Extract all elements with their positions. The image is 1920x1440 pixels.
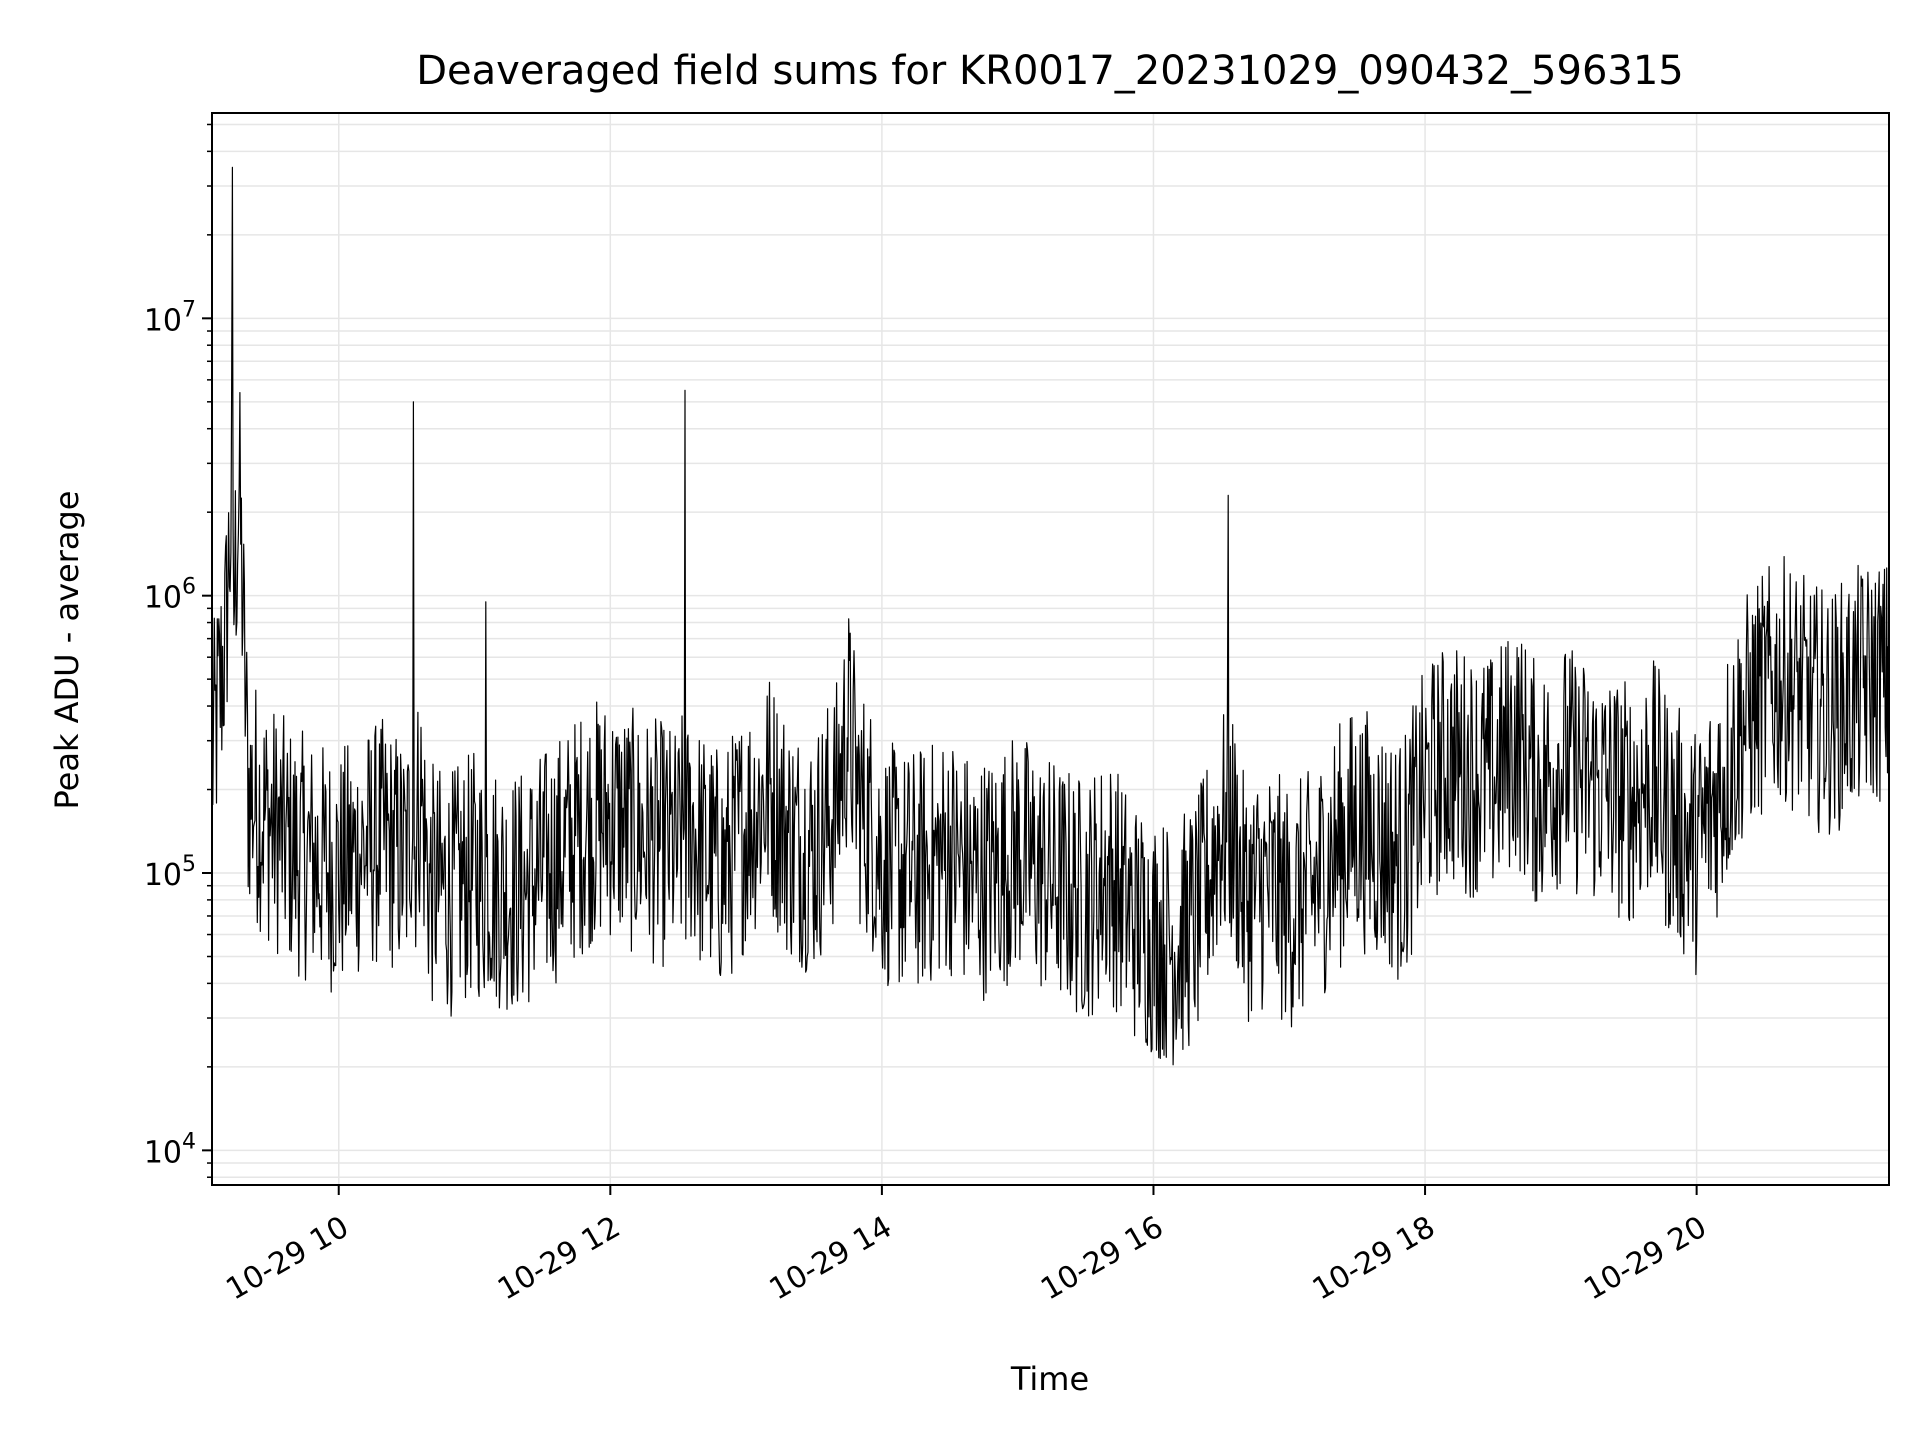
y-tick-label: 107 <box>144 297 196 338</box>
grid <box>212 113 1889 1185</box>
y-tick-label: 105 <box>144 852 196 893</box>
y-axis-title: Peak ADU - average <box>48 491 86 810</box>
y-axis: 104 105 106 107 <box>144 123 212 1178</box>
plot-area <box>211 166 1890 1066</box>
data-line <box>211 166 1890 1066</box>
y-tick-label: 106 <box>144 575 196 616</box>
y-tick-label: 104 <box>144 1129 196 1170</box>
x-axis-title: Time <box>1010 1360 1089 1398</box>
chart-title: Deaveraged field sums for KR0017_2023102… <box>416 48 1684 94</box>
plot-frame <box>211 112 1890 1186</box>
